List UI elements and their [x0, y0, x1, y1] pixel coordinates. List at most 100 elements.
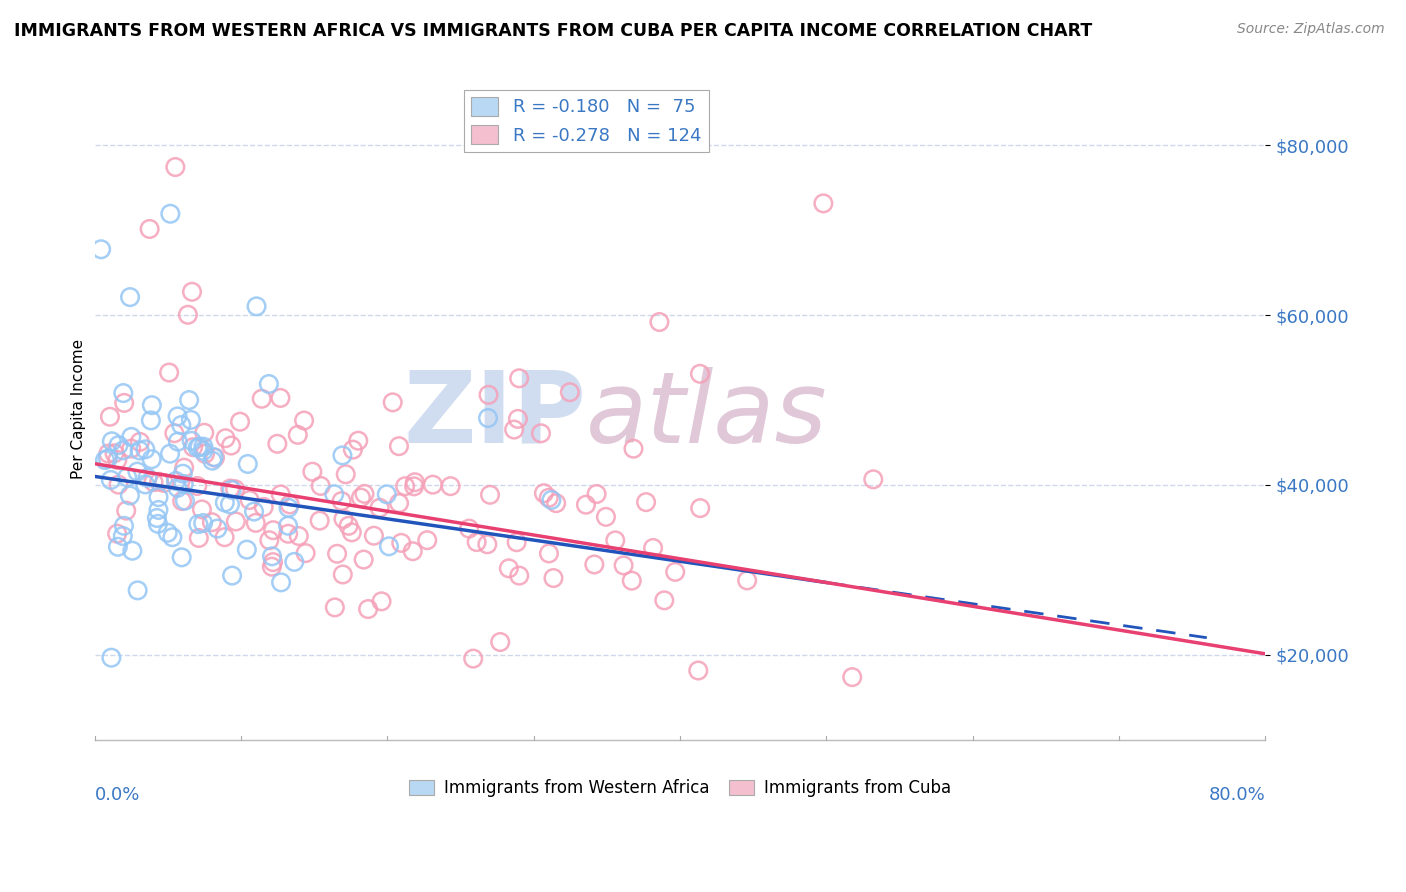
Point [404, 479, 426, 493]
Point [214, 431, 236, 445]
Point [278, 498, 301, 512]
Point [636, 495, 658, 509]
Y-axis label: Per Capita Income: Per Capita Income [72, 338, 86, 479]
Legend: R = -0.180   N =  75, R = -0.278   N = 124: R = -0.180 N = 75, R = -0.278 N = 124 [464, 90, 709, 152]
Point [156, 525, 179, 540]
Point [214, 495, 236, 509]
Point [404, 475, 426, 490]
Point [180, 434, 202, 448]
Point [120, 430, 142, 444]
Point [141, 398, 163, 412]
Point [194, 447, 217, 461]
Point [537, 546, 560, 560]
Point [353, 487, 375, 501]
Point [219, 438, 242, 452]
Point [107, 438, 129, 452]
Point [245, 299, 267, 313]
Point [90, 242, 112, 256]
Point [605, 533, 627, 548]
Point [368, 500, 391, 515]
Point [340, 525, 363, 540]
Point [641, 541, 664, 555]
Point [193, 444, 215, 458]
Point [148, 490, 170, 504]
Point [162, 530, 184, 544]
Point [121, 543, 143, 558]
Point [139, 413, 162, 427]
Point [505, 535, 527, 549]
Point [270, 575, 292, 590]
Point [357, 602, 380, 616]
Point [477, 411, 499, 425]
Point [270, 487, 292, 501]
Point [101, 434, 124, 449]
Point [259, 533, 281, 548]
Point [129, 434, 152, 449]
Point [648, 315, 671, 329]
Point [506, 412, 529, 426]
Point [477, 537, 499, 551]
Point [389, 536, 412, 550]
Point [187, 517, 209, 532]
Point [100, 650, 122, 665]
Point [332, 512, 354, 526]
Point [172, 494, 194, 508]
Point [283, 555, 305, 569]
Point [148, 503, 170, 517]
Point [463, 651, 485, 665]
Point [620, 574, 643, 588]
Point [138, 222, 160, 236]
Point [159, 207, 181, 221]
Point [664, 565, 686, 579]
Point [201, 453, 224, 467]
Point [201, 515, 224, 529]
Point [181, 285, 204, 299]
Point [735, 574, 758, 588]
Point [191, 516, 214, 530]
Point [100, 473, 122, 487]
Point [623, 442, 645, 456]
Point [165, 160, 187, 174]
Point [214, 530, 236, 544]
Point [363, 529, 385, 543]
Point [465, 535, 488, 549]
Point [257, 376, 280, 391]
Point [416, 533, 439, 548]
Point [174, 493, 197, 508]
Point [332, 567, 354, 582]
Point [188, 440, 211, 454]
Point [163, 426, 186, 441]
Point [388, 496, 411, 510]
Point [350, 491, 373, 505]
Point [266, 437, 288, 451]
Point [353, 552, 375, 566]
Point [375, 487, 398, 501]
Point [103, 446, 125, 460]
Point [323, 487, 346, 501]
Point [193, 440, 215, 454]
Point [141, 452, 163, 467]
Point [585, 487, 607, 501]
Point [166, 409, 188, 424]
Point [179, 392, 201, 407]
Point [277, 526, 299, 541]
Point [260, 549, 283, 564]
Point [652, 593, 675, 607]
Point [219, 482, 242, 496]
Point [323, 600, 346, 615]
Point [689, 501, 711, 516]
Point [294, 546, 316, 560]
Point [118, 488, 141, 502]
Point [98, 409, 121, 424]
Point [287, 428, 309, 442]
Point [335, 467, 357, 482]
Point [479, 488, 502, 502]
Point [370, 594, 392, 608]
Point [533, 486, 555, 500]
Point [503, 423, 526, 437]
Point [540, 492, 562, 507]
Point [595, 509, 617, 524]
Point [97, 451, 120, 466]
Point [301, 465, 323, 479]
Point [689, 367, 711, 381]
